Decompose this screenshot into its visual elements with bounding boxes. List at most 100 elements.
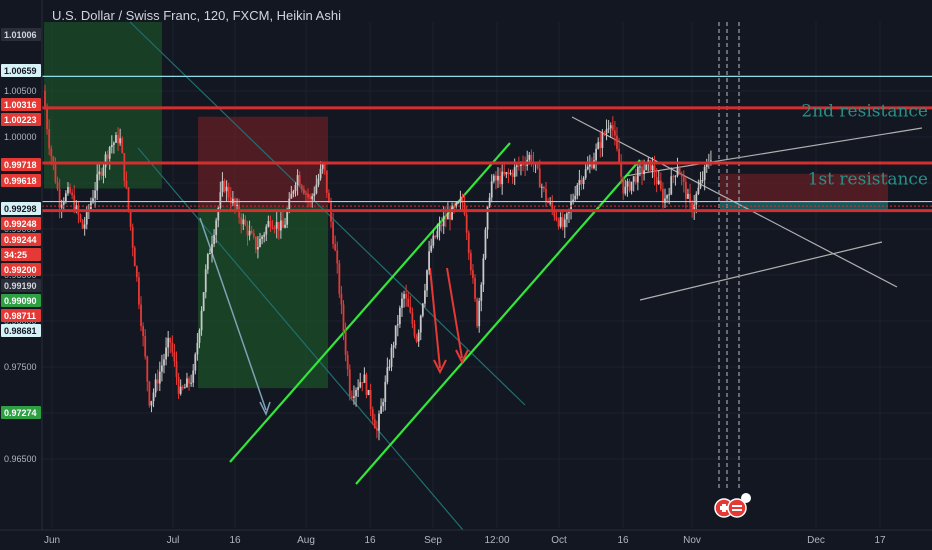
candle-body	[273, 228, 276, 230]
candle-body	[655, 177, 658, 184]
price-tick-label: 0.96500	[4, 454, 37, 464]
candle-body	[263, 234, 266, 237]
candle-body	[432, 235, 435, 246]
candle-body	[192, 370, 195, 383]
candle-body	[127, 187, 130, 210]
candle-body	[150, 401, 153, 406]
candle-body	[142, 326, 145, 337]
candle-body	[628, 181, 631, 191]
candle-body	[607, 128, 610, 130]
candle-body	[161, 365, 163, 372]
candle-body	[469, 253, 472, 271]
candle-body	[513, 167, 516, 177]
candle-body	[223, 180, 226, 192]
candle-body	[626, 181, 629, 187]
candle-body	[190, 382, 193, 384]
candle-body	[503, 171, 506, 175]
candle-body	[676, 168, 679, 176]
candle-body	[597, 142, 600, 149]
candle-body	[56, 182, 59, 190]
candle-body	[328, 192, 330, 203]
price-badge-label: 0.99248	[4, 219, 37, 229]
candle-body	[229, 197, 232, 204]
channel-line-upper	[229, 142, 511, 463]
candle-body	[376, 428, 378, 431]
candle-body	[338, 263, 341, 294]
price-badge	[1, 233, 41, 246]
candle-body	[129, 209, 132, 227]
date-tick-label: 16	[364, 535, 376, 546]
candle-body	[509, 172, 512, 174]
candle-body	[92, 198, 94, 203]
candle-body	[618, 148, 620, 165]
candle-body	[388, 366, 391, 368]
price-badge	[1, 263, 41, 276]
candle-body	[106, 154, 109, 159]
candle-body	[630, 181, 633, 191]
candle-body	[131, 226, 134, 248]
candle-body	[482, 258, 485, 285]
candle-body	[79, 214, 82, 220]
candle-layer	[44, 84, 712, 441]
candle-body	[206, 254, 209, 270]
candle-body	[430, 245, 433, 252]
candle-body	[54, 164, 57, 183]
candle-body	[71, 192, 74, 196]
resistance-annotation: 2nd resistance	[801, 101, 928, 121]
candle-body	[419, 315, 422, 333]
candle-body	[668, 194, 671, 196]
price-axis[interactable]: 1.005001.000000.995000.990000.985000.980…	[0, 0, 43, 550]
candle-body	[363, 374, 366, 383]
candle-body	[365, 374, 368, 395]
candle-body	[167, 338, 170, 348]
candle-body	[215, 220, 218, 236]
candle-body	[73, 195, 76, 211]
flag-icon[interactable]	[727, 498, 747, 518]
candle-body	[288, 198, 291, 212]
candle-body	[682, 176, 685, 182]
candle-body	[188, 378, 190, 384]
candle-body	[459, 199, 462, 203]
candle-body	[244, 219, 247, 226]
price-badge	[1, 309, 41, 322]
candle-body	[467, 232, 470, 254]
candle-body	[545, 188, 547, 201]
event-count-bubble	[741, 493, 751, 503]
date-axis[interactable]: Jun Jul 16 Aug 16 Sep 12:00 Oct 16 Nov Dec 17	[0, 529, 932, 550]
candle-body	[90, 202, 92, 209]
date-tick-label: Oct	[551, 535, 567, 546]
candle-body	[684, 181, 687, 199]
candle-body	[605, 129, 608, 134]
candle-body	[705, 163, 708, 168]
price-badge	[1, 158, 41, 171]
candle-body	[369, 390, 372, 410]
candle-body	[302, 189, 305, 194]
candle-body	[436, 230, 439, 238]
candle-body	[69, 187, 71, 193]
candle-body	[484, 229, 487, 259]
event-markers[interactable]	[714, 493, 751, 518]
candle-body	[154, 379, 157, 393]
level-layer	[42, 75, 932, 213]
candle-body	[135, 266, 138, 278]
candle-body	[486, 206, 489, 230]
candle-body	[543, 186, 545, 189]
candle-body	[102, 167, 105, 176]
candle-body	[115, 134, 117, 143]
candle-body	[100, 171, 103, 176]
candle-body	[536, 163, 539, 169]
candle-body	[250, 230, 253, 234]
resistance-annotation: 1st resistance	[808, 169, 928, 189]
price-badge	[1, 202, 41, 215]
economic-event-icon[interactable]	[714, 493, 751, 518]
candle-body	[580, 179, 583, 185]
arrowhead	[259, 401, 271, 416]
candle-body	[553, 209, 556, 217]
candle-body	[662, 188, 664, 203]
candle-body	[307, 193, 309, 198]
candle-body	[507, 172, 510, 174]
candle-body	[398, 307, 401, 325]
candle-body	[112, 142, 115, 145]
